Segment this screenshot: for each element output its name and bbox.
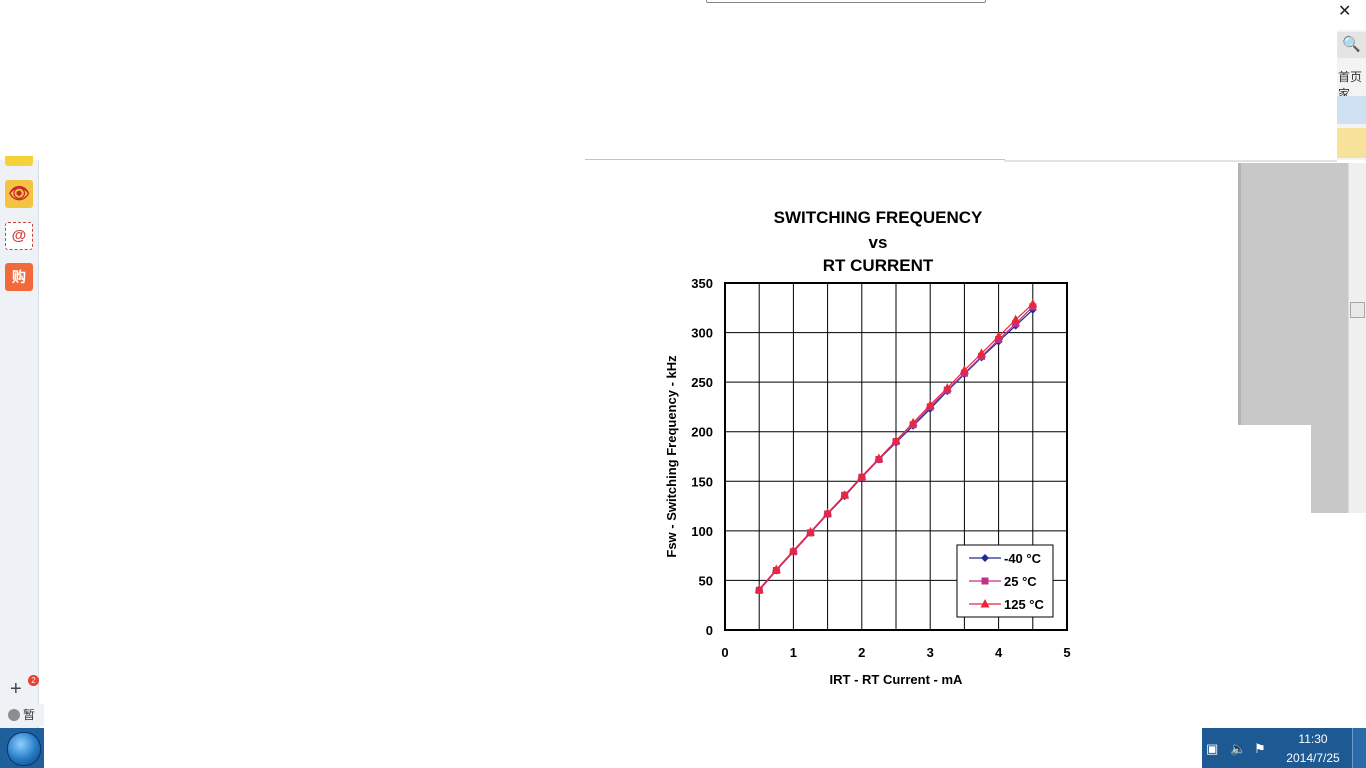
document-rule [585,159,1005,160]
system-tray [1202,728,1366,768]
plot-border [724,282,1068,631]
notification-badge: 2 [28,675,39,686]
y-tick-label: 0 [706,623,713,638]
shopping-icon[interactable]: 购 [5,263,33,291]
x-tick-label: 3 [927,645,934,660]
page-shadow [1238,163,1241,425]
weibo-icon[interactable]: 👁 [5,180,33,208]
vertical-scrollbar[interactable] [1348,163,1366,513]
data-point-series-2 [840,490,850,499]
x-tick-label: 4 [995,645,1003,660]
chart-title-line-2: vs [868,233,888,252]
frequency-chart: 0 50 100 150 200 250 300 350 0 1 2 3 4 5 IRT - RT Curr… [664,276,1071,686]
data-point-series-2 [891,435,901,445]
y-tick-label: 100 [691,524,713,539]
chart-title-line-3: RT CURRENT [822,256,934,275]
clock-time[interactable]: 11:30 [1298,732,1328,746]
data-point-series-2 [857,471,867,480]
data-point-series-2 [1028,298,1038,308]
legend-label-2: 125 °C [1004,597,1045,612]
panel-border [1004,160,1337,162]
data-point-series-2 [806,526,815,536]
add-icon[interactable]: + [10,678,22,700]
y-tick-label: 150 [691,474,713,489]
toolbar-blue-button[interactable] [1337,96,1366,124]
legend-label-1: 25 °C [1004,574,1037,589]
y-tick-label: 300 [691,326,713,341]
left-sidebar: 👁 @ 购 + 2 [0,156,39,728]
chart-title-line-1: SWITCHING FREQUENCY [773,208,983,227]
data-point-series-2 [977,348,986,357]
data-point-series-2 [771,564,781,574]
data-point-series-2 [942,383,952,392]
legend-marker-2 [980,599,990,608]
y-tick-label: 250 [691,375,713,390]
sidebar-yellow-button[interactable] [5,156,33,166]
data-point-series-2 [754,584,764,593]
data-point-series-2 [908,417,918,427]
x-tick-label: 5 [1063,645,1070,660]
y-tick-label: 350 [691,276,713,291]
show-desktop-button[interactable] [1352,728,1366,768]
data-point-series-2 [959,365,969,374]
x-tick-label: 1 [790,645,797,660]
data-point-series-2 [925,399,935,409]
data-point-series-2 [874,453,884,462]
data-point-series-2 [1011,314,1021,324]
clock-date[interactable]: 2014/7/25 [1286,751,1340,765]
x-tick-label: 2 [858,645,865,660]
data-point-series-2 [823,508,833,517]
x-axis-label: IRT - RT Current - mA [830,672,963,686]
viewer-background-lower [1311,425,1348,513]
y-tick-label: 50 [699,573,713,588]
data-point-series-2 [788,545,798,555]
toolbar-yellow-button[interactable] [1337,128,1366,158]
data-point-series-1 [1012,320,1020,328]
x-tick-label: 0 [721,645,728,660]
y-axis-label: Fsw - Switching Frequency - kHz [664,355,679,558]
weather-icon [8,709,20,721]
legend-marker-1 [981,577,989,585]
address-input[interactable] [706,0,986,3]
legend-marker-0 [981,554,989,562]
search-icon[interactable]: 🔍 [1337,32,1366,58]
volume-icon[interactable]: 🔈 [1230,741,1247,756]
flag-icon[interactable]: ⚑ [1254,741,1266,756]
close-icon[interactable]: ✕ [1338,3,1352,20]
scrollbar-thumb[interactable] [1350,302,1365,318]
y-tick-label: 200 [691,425,713,440]
data-point-series-2 [994,331,1004,341]
weather-widget[interactable]: 暂无 [0,704,44,744]
mail-icon[interactable]: @ [5,222,33,250]
viewer-background [1238,163,1348,425]
network-icon[interactable]: ▣ [1206,741,1219,756]
legend-label-0: -40 °C [1004,551,1042,566]
start-button[interactable] [7,732,41,766]
